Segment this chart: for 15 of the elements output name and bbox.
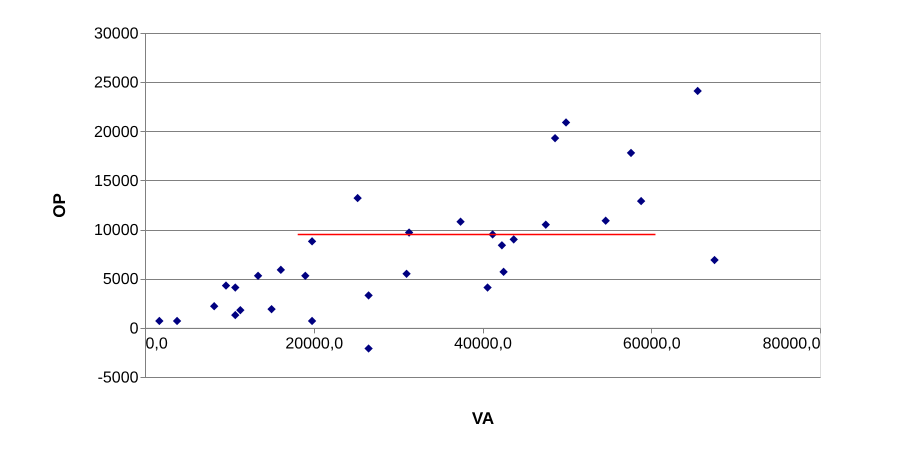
y-tick-label: 10000 [94, 222, 139, 240]
y-tick-label: 20000 [94, 124, 139, 141]
x-tick-label: 20000,0 [285, 335, 344, 352]
y-tick-label: 25000 [94, 74, 139, 92]
x-tick-label: 80000,0 [762, 335, 821, 352]
y-tick-label: 5000 [102, 271, 139, 288]
x-tick-label: 0,0 [146, 335, 168, 352]
y-tick-label: 30000 [94, 26, 139, 42]
y-axis-title: OP [50, 193, 70, 218]
y-tick-label: 15000 [94, 172, 139, 190]
y-tick-label: -5000 [98, 370, 139, 386]
x-tick-label: 40000,0 [454, 335, 512, 352]
x-tick-label: 60000,0 [622, 335, 681, 352]
x-axis-title: VA [472, 409, 494, 428]
y-tick-label: 0 [130, 320, 139, 338]
